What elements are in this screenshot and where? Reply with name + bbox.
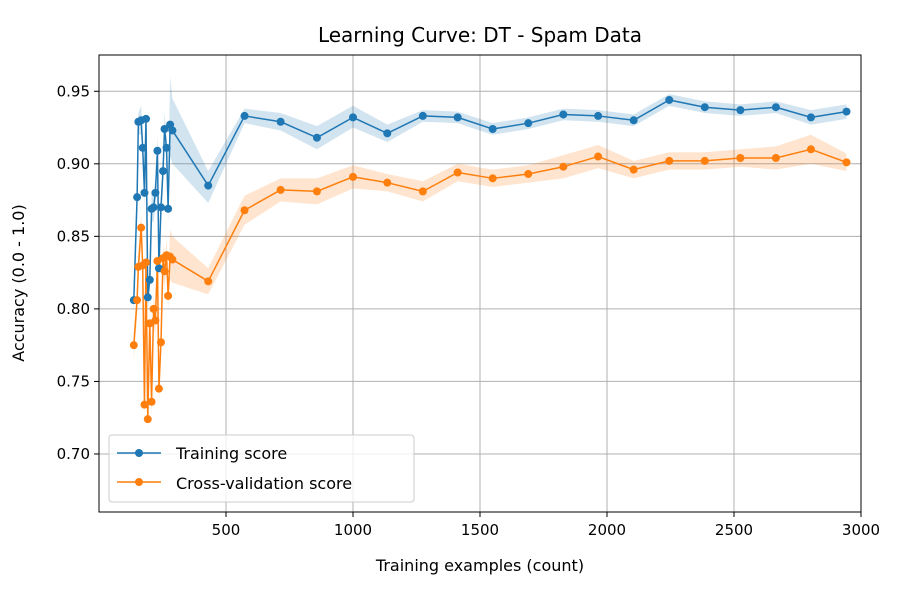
training-score-point (842, 107, 851, 116)
training-score-point (349, 113, 357, 122)
cv-score-point (524, 169, 533, 178)
cv-score-point (133, 296, 142, 305)
training-score-point (151, 188, 160, 197)
x-tick-label: 2500 (715, 521, 753, 539)
training-score-point (164, 204, 173, 213)
cv-score-line (133, 148, 847, 420)
series-lines (133, 99, 847, 420)
cv-score-point (629, 165, 638, 174)
legend-label-training: Training score (175, 444, 287, 463)
cv-confidence-band (133, 134, 847, 433)
cv-score-point (151, 316, 160, 325)
cv-score-point (488, 174, 497, 183)
cv-score-point (736, 154, 745, 163)
cv-score-point (147, 397, 156, 406)
cv-score-point (168, 255, 177, 264)
confidence-bands (133, 76, 847, 433)
training-score-point (276, 117, 285, 126)
training-score-point (141, 114, 150, 123)
y-axis-label: Accuracy (0.0 - 1.0) (9, 204, 28, 361)
cv-score-point (276, 185, 285, 194)
training-score-point (149, 203, 158, 212)
x-tick-label: 500 (212, 521, 241, 539)
x-axis-label: Training examples (count) (375, 556, 584, 575)
cv-score-point (418, 187, 427, 196)
cv-score-point (842, 158, 851, 167)
training-score-point (418, 111, 427, 120)
cv-score-point (141, 258, 150, 267)
training-score-point (204, 181, 213, 190)
y-tick-label: 0.70 (57, 445, 90, 463)
training-score-point (140, 188, 149, 197)
training-score-point (240, 111, 249, 120)
training-score-point (160, 124, 169, 133)
y-tick-label: 0.75 (57, 372, 90, 390)
cv-score-point (143, 415, 152, 424)
training-score-point (312, 133, 321, 142)
training-score-point (771, 103, 780, 112)
y-tick-label: 0.95 (57, 82, 90, 100)
training-score-point (665, 95, 674, 104)
training-score-point (138, 143, 147, 152)
training-score-point (143, 293, 152, 302)
y-tick-label: 0.85 (57, 227, 90, 245)
x-tick-label: 2000 (588, 521, 626, 539)
training-score-point (524, 119, 533, 128)
y-tick-label: 0.80 (57, 300, 90, 318)
cv-score-point (771, 154, 780, 163)
training-score-point (168, 126, 177, 135)
legend-marker-cv (135, 478, 143, 486)
y-tick-label: 0.90 (57, 155, 90, 173)
legend-label-cv: Cross-validation score (176, 474, 352, 493)
axis-ticks: 500 1000 1500 2000 2500 3000 0.70 0.75 0.80 0.85 0… (57, 82, 881, 539)
training-score-point (162, 143, 171, 152)
cv-score-point (156, 338, 165, 347)
cv-score-point (700, 156, 709, 165)
cv-score-point (149, 304, 158, 313)
training-score-point (383, 129, 392, 138)
x-tick-label: 3000 (842, 521, 880, 539)
legend-marker-training (135, 449, 143, 457)
cv-score-point (137, 223, 146, 232)
cv-score-point (665, 156, 674, 165)
training-score-point (159, 167, 168, 176)
chart-title: Learning Curve: DT - Spam Data (318, 23, 642, 47)
cv-score-point (160, 267, 169, 276)
cv-score-point (129, 341, 138, 350)
x-tick-label: 1500 (461, 521, 499, 539)
cv-score-point (240, 206, 249, 215)
training-score-point (736, 106, 745, 115)
legend: Training score Cross-validation score (108, 434, 415, 503)
training-score-point (700, 103, 709, 112)
training-score-point (806, 113, 815, 122)
training-score-point (133, 193, 142, 202)
training-score-point (156, 203, 165, 212)
legend-box (108, 434, 415, 503)
training-score-point (594, 111, 603, 120)
cv-score-point (154, 384, 163, 393)
cv-score-point (559, 162, 568, 171)
cv-score-point (453, 168, 462, 177)
training-score-point (559, 110, 568, 119)
training-score-point (153, 146, 162, 155)
cv-score-point (349, 172, 357, 181)
series-points (129, 95, 851, 424)
cv-score-point (164, 291, 173, 300)
training-score-point (145, 275, 154, 284)
training-score-point (453, 113, 462, 122)
cv-score-point (140, 400, 149, 409)
cv-score-point (204, 277, 213, 286)
training-confidence-band (133, 76, 847, 317)
training-score-point (488, 124, 497, 133)
cv-score-point (383, 178, 392, 187)
x-tick-label: 1000 (334, 521, 372, 539)
training-score-point (629, 116, 638, 125)
cv-score-point (594, 152, 603, 161)
cv-score-point (312, 187, 321, 196)
cv-score-point (806, 145, 815, 154)
